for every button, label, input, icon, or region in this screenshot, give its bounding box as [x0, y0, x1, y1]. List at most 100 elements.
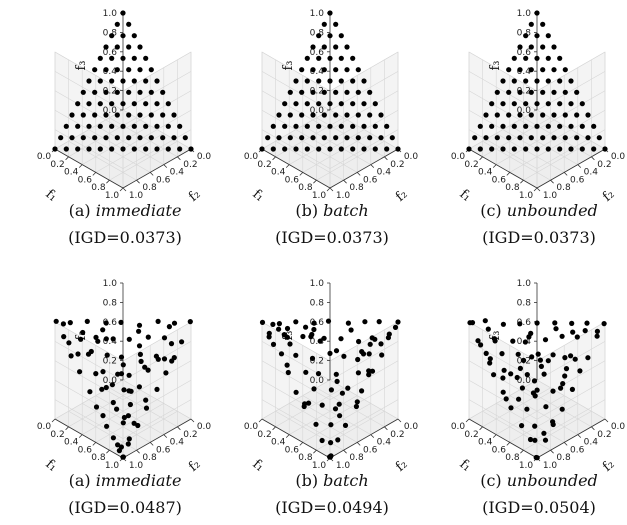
data-point — [128, 402, 133, 407]
z-tick-label: 0.8 — [517, 298, 532, 308]
data-point — [528, 437, 533, 442]
data-point — [602, 146, 607, 151]
data-point — [529, 90, 534, 95]
panel-label: (b) — [295, 201, 323, 220]
data-point — [518, 366, 523, 371]
data-point — [536, 352, 541, 357]
data-point — [552, 320, 557, 325]
data-point — [121, 454, 126, 459]
data-point — [69, 135, 74, 140]
data-point — [143, 101, 148, 106]
data-point — [540, 112, 545, 117]
data-point — [282, 124, 287, 129]
data-point — [489, 124, 494, 129]
data-point — [384, 146, 389, 151]
x-tick-label: 0.0 — [451, 422, 466, 432]
data-point — [516, 397, 521, 402]
x-tick-label: 0.0 — [244, 152, 259, 162]
data-point — [154, 78, 159, 83]
data-point — [367, 351, 372, 356]
data-point — [512, 124, 517, 129]
igd-metric: (IGD=0.0487) — [68, 498, 182, 517]
data-point — [540, 44, 545, 49]
data-point — [132, 78, 137, 83]
x-tick — [106, 450, 109, 453]
data-point — [146, 335, 151, 340]
panel-3: 0.00.20.40.60.81.00.00.20.40.60.81.00.00… — [451, 9, 626, 247]
data-point — [109, 78, 114, 83]
x-tick — [507, 442, 510, 445]
data-point — [574, 135, 579, 140]
data-point — [120, 146, 125, 151]
data-point — [538, 358, 543, 363]
y-tick-label: 0.4 — [170, 438, 185, 448]
data-point — [510, 339, 515, 344]
data-point — [277, 321, 282, 326]
data-point — [312, 321, 317, 326]
data-point — [322, 135, 327, 140]
data-point — [279, 351, 284, 356]
y-tick-label: 0.6 — [156, 445, 171, 455]
data-point — [493, 338, 498, 343]
data-point — [143, 124, 148, 129]
data-point — [61, 321, 66, 326]
data-point — [115, 135, 120, 140]
data-point — [86, 78, 91, 83]
data-point — [540, 135, 545, 140]
x-tick-label: 0.2 — [257, 430, 271, 440]
data-point — [103, 67, 108, 72]
data-point — [367, 112, 372, 117]
y-tick-label: 0.8 — [556, 183, 571, 193]
data-point — [378, 112, 383, 117]
x-tick-label: 1.0 — [519, 461, 534, 471]
data-point — [322, 44, 327, 49]
data-point — [534, 56, 539, 61]
y-tick-label: 0.0 — [197, 422, 212, 432]
y-tick-label: 0.4 — [584, 438, 599, 448]
y-tick-label: 0.4 — [170, 168, 185, 178]
data-point — [516, 352, 521, 357]
data-point — [540, 67, 545, 72]
x-tick — [66, 427, 69, 430]
data-point — [316, 33, 321, 38]
y-tick — [578, 435, 581, 438]
data-point — [551, 352, 556, 357]
data-point — [109, 146, 114, 151]
data-point — [520, 385, 525, 390]
data-point — [132, 124, 137, 129]
data-point — [162, 335, 167, 340]
data-point — [143, 398, 148, 403]
x-tick — [52, 419, 55, 422]
y-tick — [344, 450, 347, 453]
data-point — [109, 124, 114, 129]
data-point — [377, 319, 382, 324]
x-tick-label: 1.0 — [105, 191, 120, 201]
x-axis-label: f₁ — [457, 187, 474, 205]
data-point — [333, 406, 338, 411]
data-point — [339, 124, 344, 129]
data-point — [501, 322, 506, 327]
data-point — [75, 351, 80, 356]
data-point — [171, 112, 176, 117]
data-point — [104, 424, 109, 429]
data-point — [367, 135, 372, 140]
data-point — [288, 112, 293, 117]
data-point — [333, 67, 338, 72]
x-tick — [273, 427, 276, 430]
data-point — [356, 67, 361, 72]
data-point — [75, 101, 80, 106]
data-point — [167, 324, 172, 329]
data-point — [370, 369, 375, 374]
data-point — [568, 353, 573, 358]
data-point — [564, 366, 569, 371]
data-point — [98, 56, 103, 61]
data-point — [305, 101, 310, 106]
data-point — [551, 422, 556, 427]
data-point — [310, 67, 315, 72]
data-point — [327, 101, 332, 106]
panel-caption: (b) batch — [295, 471, 368, 490]
y-tick — [371, 435, 374, 438]
data-point — [341, 354, 346, 359]
x-tick — [480, 427, 483, 430]
data-point — [535, 320, 540, 325]
